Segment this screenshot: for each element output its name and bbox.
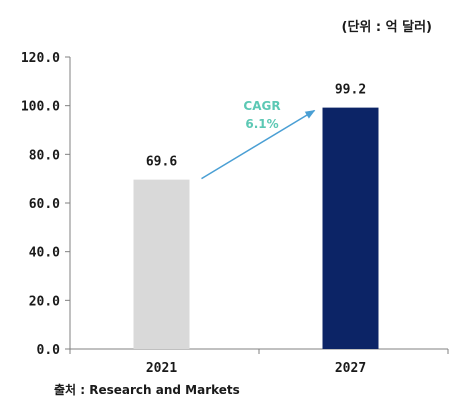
source-note: 출처 : Research and Markets — [54, 383, 240, 397]
cagr-value: 6.1% — [245, 117, 278, 131]
x-tick-label: 2021 — [146, 361, 177, 376]
cagr-arrow — [201, 109, 316, 180]
bar-2027 — [322, 107, 379, 349]
y-tick-label: 0.0 — [37, 343, 61, 358]
y-tick-label: 60.0 — [29, 197, 60, 212]
unit-note: (단위 : 억 달러) — [341, 20, 432, 35]
y-tick-label: 20.0 — [29, 294, 60, 309]
y-tick-label: 80.0 — [29, 148, 60, 163]
data-label: 99.2 — [335, 83, 366, 98]
x-axis: 2021 2027 — [69, 348, 449, 376]
data-labels: 69.6 99.2 — [146, 83, 366, 170]
bar-2021 — [133, 179, 190, 349]
x-tick-label: 2027 — [335, 361, 366, 376]
y-tick-label: 40.0 — [29, 246, 60, 261]
y-tick-label: 100.0 — [21, 100, 60, 115]
data-label: 69.6 — [146, 155, 177, 170]
y-tick-label: 120.0 — [21, 51, 60, 66]
bars — [133, 107, 379, 349]
cagr-annotation: CAGR 6.1% — [201, 99, 316, 180]
cagr-label: CAGR — [243, 99, 280, 113]
y-axis: 0.0 20.0 40.0 60.0 80.0 100.0 120.0 — [21, 51, 71, 358]
